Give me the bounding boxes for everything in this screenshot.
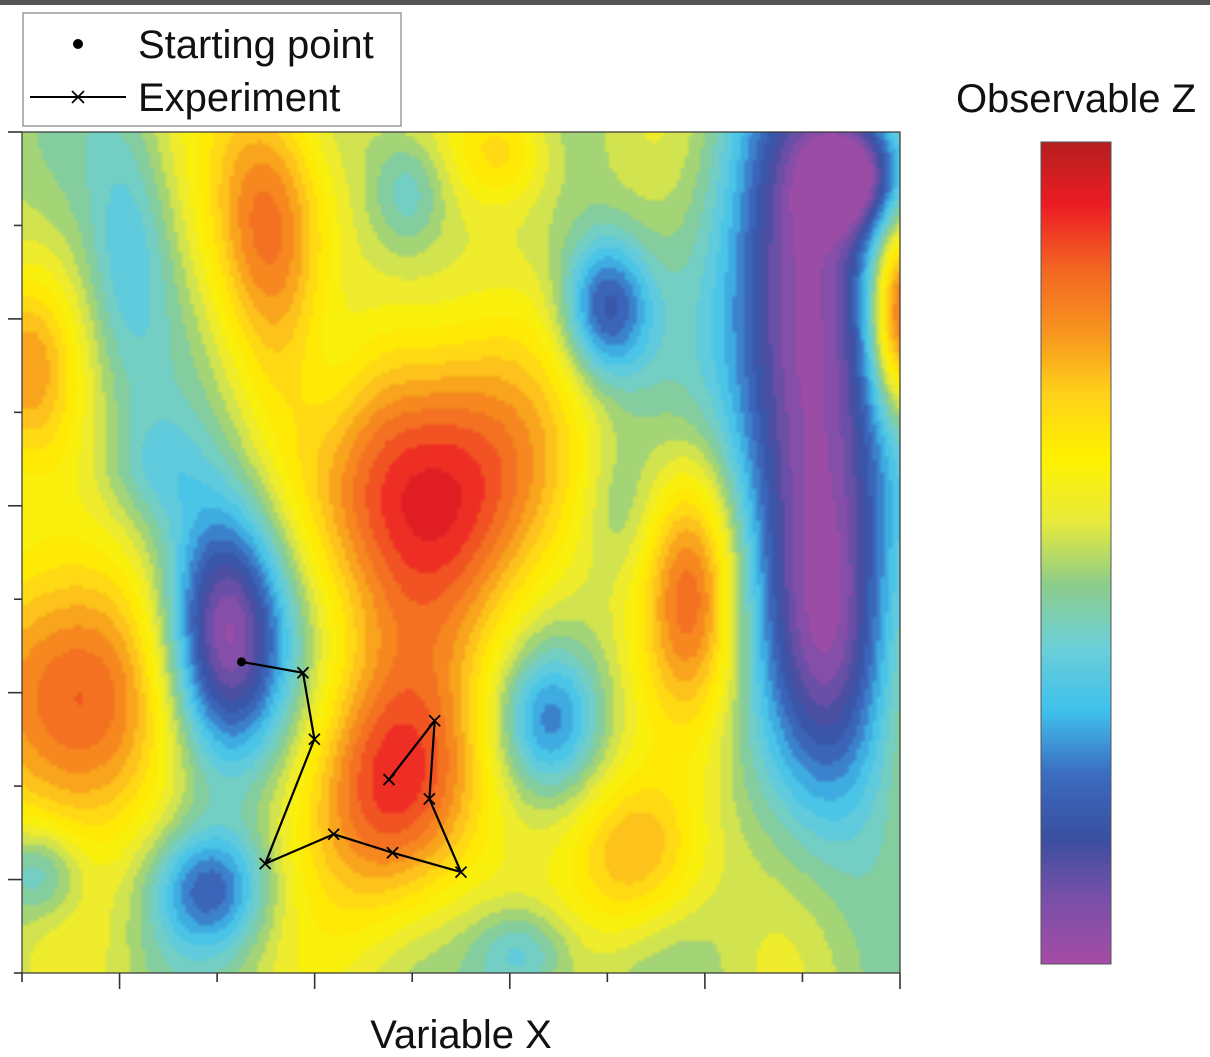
experiment-point	[259, 857, 272, 870]
plot-frame	[21, 131, 901, 974]
experiment-point	[327, 828, 340, 841]
colorbar-label: Observable Z	[956, 77, 1196, 121]
experiment-path-layer	[237, 657, 468, 879]
legend-experiment-marker	[71, 90, 85, 104]
heatmap-surface	[22, 132, 900, 973]
experiment-point	[308, 733, 321, 746]
x-axis-ticks	[21, 973, 901, 989]
legend-starting-point-marker	[73, 39, 83, 49]
legend: Starting point Experiment	[22, 12, 402, 127]
top-border	[0, 0, 1210, 5]
colorbar-scale	[1040, 141, 1112, 965]
experiment-point	[423, 792, 436, 806]
legend-experiment-label: Experiment	[138, 76, 340, 120]
experiment-point	[386, 846, 399, 859]
legend-box	[22, 12, 402, 127]
starting-point-marker	[237, 657, 246, 667]
experiment-point	[382, 773, 396, 786]
legend-starting-point-label: Starting point	[138, 23, 374, 67]
experiment-point	[454, 865, 468, 879]
colorbar: Observable Z	[956, 77, 1196, 965]
experiment-point	[296, 666, 310, 679]
experiment-line	[241, 660, 463, 874]
experiment-point	[428, 714, 441, 727]
x-axis-label: Variable X	[370, 1013, 552, 1057]
y-axis-ticks	[8, 131, 22, 974]
plot-area	[21, 131, 901, 974]
